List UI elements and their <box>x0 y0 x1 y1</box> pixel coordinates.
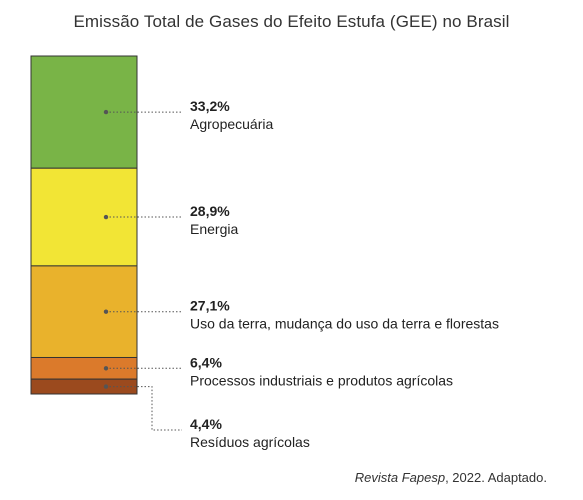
leader-dot-4 <box>103 384 109 389</box>
bar-segment-4 <box>30 378 138 395</box>
category-label-0: Agropecuária <box>190 116 273 132</box>
category-label-2: Uso da terra, mudança do uso da terra e … <box>190 316 499 332</box>
source-publication: Revista Fapesp <box>354 470 446 485</box>
value-label-1: 28,9% <box>190 203 230 219</box>
category-label-1: Energia <box>190 221 238 237</box>
leader-dot-2 <box>103 309 109 314</box>
leader-dot-3 <box>103 366 109 371</box>
value-label-2: 27,1% <box>190 298 230 314</box>
leader-dot-0 <box>103 109 109 115</box>
bar-segment-0 <box>30 55 138 169</box>
source-note: , 2022. Adaptado. <box>445 470 547 485</box>
value-label-3: 6,4% <box>190 354 222 370</box>
source-citation: Revista Fapesp, 2022. Adaptado. <box>355 470 547 485</box>
value-label-0: 33,2% <box>190 98 230 114</box>
leader-line-4 <box>106 386 182 431</box>
chart-title: Emissão Total de Gases do Efeito Estufa … <box>73 12 510 31</box>
leader-dot-1 <box>103 214 109 220</box>
category-label-4: Resíduos agrícolas <box>190 434 310 450</box>
category-label-3: Processos industriais e produtos agrícol… <box>190 372 453 388</box>
value-label-4: 4,4% <box>190 416 222 432</box>
bar-segment-2 <box>30 265 138 358</box>
